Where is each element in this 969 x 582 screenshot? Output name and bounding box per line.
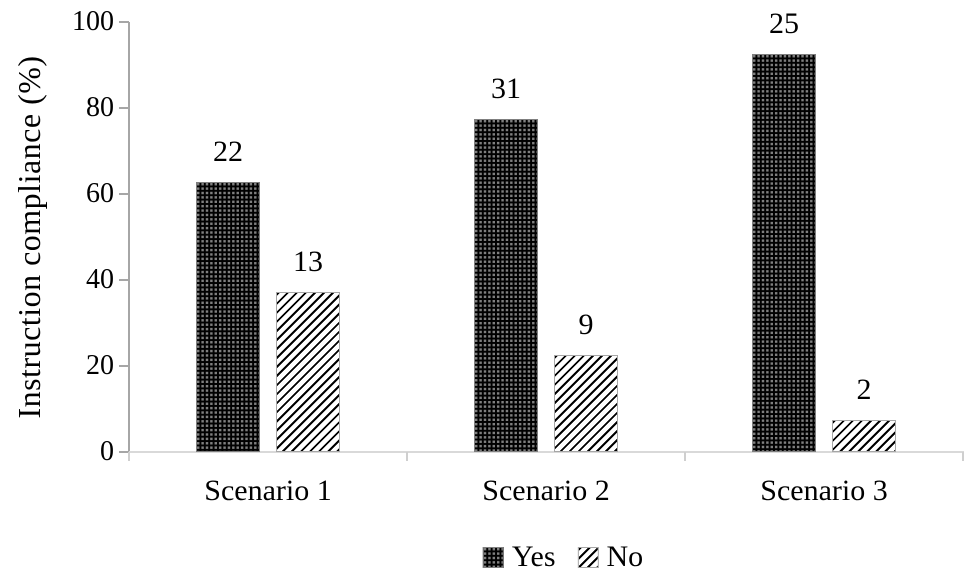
y-tick-mark <box>119 365 129 367</box>
bar-no-1 <box>276 292 340 452</box>
x-axis-category-label: Scenario 1 <box>204 474 332 507</box>
y-tick-mark <box>119 21 129 23</box>
y-axis-title: Instruction compliance (%) <box>11 55 47 419</box>
bar-no-2 <box>554 355 618 452</box>
legend-label: No <box>606 540 644 573</box>
y-tick-label: 40 <box>86 264 114 295</box>
legend-item-no: No <box>577 541 643 573</box>
y-tick-mark <box>119 107 129 109</box>
legend: Yes No <box>482 540 643 573</box>
y-tick-label: 60 <box>86 178 114 209</box>
legend-label: Yes <box>511 540 556 573</box>
bar-yes-1 <box>196 181 260 452</box>
y-tick-mark <box>119 193 129 195</box>
y-tick-label: 100 <box>72 6 114 37</box>
bar-yes-3 <box>752 53 816 452</box>
bar-data-label: 25 <box>769 6 799 40</box>
y-tick-label: 20 <box>86 350 114 381</box>
x-axis-line <box>119 451 964 453</box>
bar-data-label: 9 <box>578 308 594 342</box>
bar-no-3 <box>832 420 896 452</box>
bar-data-label: 2 <box>856 373 872 407</box>
x-tick-mark <box>962 452 964 461</box>
x-axis-category-label: Scenario 2 <box>482 474 610 507</box>
y-tick-mark <box>119 451 129 453</box>
legend-swatch-dots-icon <box>482 546 504 568</box>
y-tick-mark <box>119 279 129 281</box>
bar-data-label: 31 <box>491 71 521 105</box>
bar-data-label: 22 <box>213 134 243 168</box>
x-tick-mark <box>128 452 130 461</box>
x-axis-category-label: Scenario 3 <box>760 474 888 507</box>
y-tick-label: 80 <box>86 92 114 123</box>
x-tick-mark <box>406 452 408 461</box>
y-tick-label: 0 <box>100 436 114 467</box>
x-tick-mark <box>684 452 686 461</box>
bar-yes-2 <box>474 118 538 452</box>
bar-data-label: 13 <box>293 245 323 279</box>
legend-item-yes: Yes <box>482 540 556 573</box>
y-axis-line <box>128 22 130 452</box>
legend-swatch-hatch-icon <box>577 546 599 568</box>
